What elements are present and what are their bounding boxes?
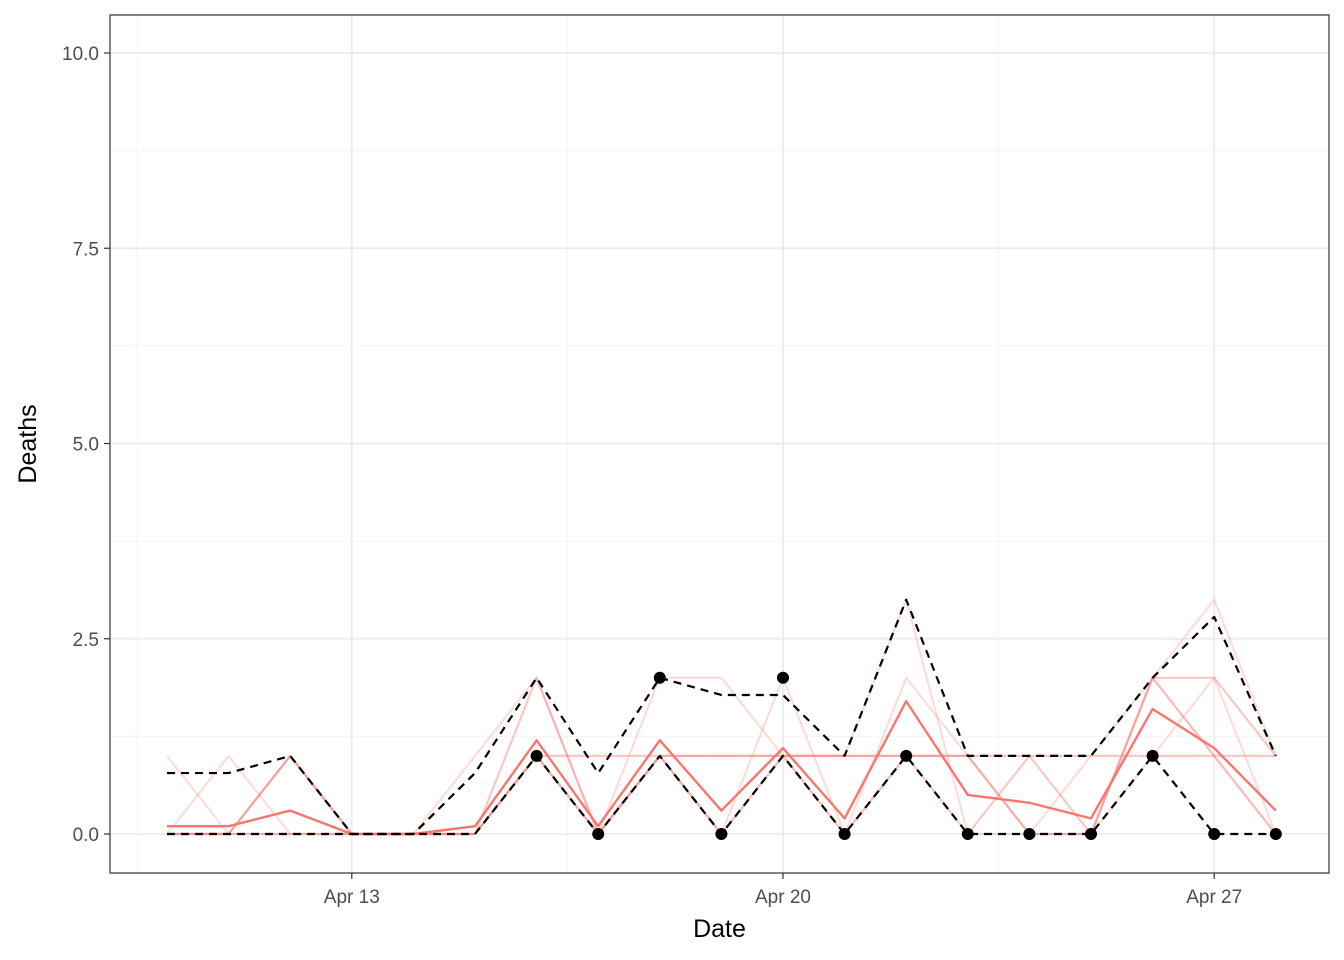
observed-point (777, 671, 789, 684)
y-axis-title: Deaths (14, 404, 42, 483)
observed-point (1146, 749, 1159, 762)
observed-point (1023, 828, 1036, 840)
y-tick-label: 0.0 (73, 825, 99, 846)
x-tick-label: Apr 27 (1186, 887, 1242, 908)
observed-points (530, 671, 1282, 840)
observed-point (592, 828, 605, 840)
y-tick-label: 10.0 (62, 44, 99, 65)
observed-point (961, 828, 974, 840)
major-gridlines (110, 15, 1329, 873)
observed-point (653, 671, 666, 684)
y-axis: 0.0 2.5 5.0 7.5 10.0 (62, 44, 110, 846)
observed-point (838, 828, 851, 840)
x-tick-label: Apr 13 (324, 887, 380, 908)
x-axis-title: Date (693, 915, 746, 943)
observed-point (900, 749, 913, 762)
observed-point (1208, 828, 1221, 840)
observed-point (1085, 828, 1097, 840)
y-tick-label: 2.5 (73, 630, 99, 651)
y-tick-label: 5.0 (73, 435, 99, 456)
x-tick-label: Apr 20 (755, 887, 811, 908)
observed-point (715, 828, 728, 840)
observed-point (1269, 828, 1282, 840)
y-tick-label: 7.5 (73, 239, 99, 260)
observed-point (530, 749, 543, 762)
x-axis: Apr 13 Apr 20 Apr 27 (324, 873, 1242, 908)
